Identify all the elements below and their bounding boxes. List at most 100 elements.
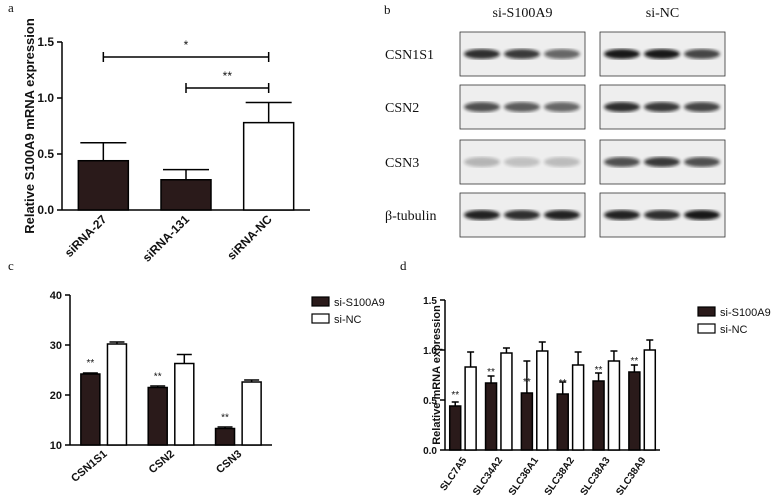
blot-band [504, 102, 540, 112]
blot-band [464, 157, 500, 167]
blot-band [464, 49, 500, 59]
significance: ** [451, 390, 459, 401]
bar [643, 349, 657, 451]
significance: ** [223, 69, 233, 83]
row-label: CSN3 [385, 156, 419, 171]
significance: ** [559, 378, 567, 389]
blot-band [504, 49, 540, 59]
x-tick-label: CSN3 [214, 448, 244, 476]
blot-band [644, 102, 680, 112]
bar [80, 373, 101, 446]
y-tick-label: 30 [50, 340, 62, 352]
significance: ** [86, 358, 94, 369]
blot-band [604, 210, 640, 220]
blot-band [684, 157, 720, 167]
y-tick-label: 10 [50, 440, 62, 452]
y-tick-label: 40 [50, 290, 62, 302]
blot-band [644, 210, 680, 220]
bar [242, 121, 295, 211]
bar [106, 343, 128, 446]
x-tick-label: siRNA-27 [62, 212, 110, 260]
column-label: si-S100A9 [493, 6, 553, 21]
y-axis-label: Relative S100A9 mRNA expression [22, 18, 37, 234]
legend-swatch [697, 323, 716, 334]
blot-band [504, 157, 540, 167]
bar [571, 364, 585, 451]
blot-band [544, 210, 580, 220]
x-tick-label: SLC38A9 [614, 455, 648, 497]
bar [77, 159, 130, 211]
blot-band [544, 49, 580, 59]
y-tick-label: 1.0 [37, 91, 54, 105]
blot-band [604, 157, 640, 167]
bar [607, 360, 621, 451]
x-tick-label: CSN2 [147, 448, 177, 476]
bar [592, 380, 605, 451]
blot-band [604, 49, 640, 59]
legend-label: si-S100A9 [720, 307, 771, 319]
x-tick-label: SLC34A2 [471, 455, 505, 497]
significance: ** [595, 365, 603, 376]
bar [147, 386, 168, 446]
blot-band [684, 210, 720, 220]
y-tick-label: 0.5 [37, 147, 54, 161]
blot-band [644, 49, 680, 59]
column-label: si-NC [646, 6, 679, 21]
x-tick-label: siRNA-NC [224, 212, 275, 263]
significance-bracket [185, 83, 270, 93]
significance: ** [221, 413, 229, 424]
legend-swatch [311, 313, 330, 324]
blot-band [644, 157, 680, 167]
row-label: β-tubulin [385, 209, 436, 224]
blot-band [464, 210, 500, 220]
y-tick-label: 0.0 [423, 446, 437, 457]
bar [628, 371, 641, 451]
x-tick-label: SLC7A5 [438, 455, 469, 493]
panel-label: d [400, 258, 407, 273]
bar [464, 366, 477, 451]
y-tick-label: 0.5 [423, 396, 437, 407]
blot-band [544, 102, 580, 112]
significance: ** [487, 367, 495, 378]
legend-label: si-S100A9 [334, 297, 385, 309]
x-tick-label: SLC36A1 [507, 455, 541, 497]
blot-band [684, 102, 720, 112]
x-tick-label: SLC38A2 [543, 455, 577, 497]
significance: * [184, 38, 189, 52]
panel-label: b [384, 2, 391, 17]
significance: ** [523, 377, 531, 388]
blot-band [604, 102, 640, 112]
significance: ** [154, 372, 162, 383]
legend-label: si-NC [334, 314, 362, 326]
legend-swatch [311, 296, 330, 307]
x-tick-label: CSN1S1 [69, 448, 109, 485]
panel-label: c [8, 258, 14, 273]
bar [174, 362, 195, 446]
blot-band [684, 49, 720, 59]
bar [484, 382, 498, 451]
y-tick-label: 1.5 [423, 296, 437, 307]
x-tick-label: siRNA-131 [140, 212, 193, 265]
row-label: CSN1S1 [385, 48, 434, 63]
bar [241, 381, 262, 446]
bar [448, 405, 462, 451]
y-tick-label: 20 [50, 390, 62, 402]
bar [520, 392, 534, 451]
bar [536, 350, 549, 451]
blot-band [544, 157, 580, 167]
legend-swatch [697, 306, 716, 317]
y-tick-label: 0.0 [37, 203, 54, 217]
bar [556, 393, 569, 451]
significance: ** [630, 356, 638, 367]
panel-label: a [8, 0, 14, 15]
y-tick-label: 1.0 [423, 346, 437, 357]
y-axis-label: Relative mRNA expression [431, 305, 443, 445]
significance-bracket [102, 52, 270, 62]
bar [160, 179, 212, 211]
legend-label: si-NC [720, 324, 748, 336]
x-tick-label: SLC38A3 [579, 455, 613, 497]
y-tick-label: 1.5 [37, 35, 54, 49]
bar [500, 352, 513, 451]
row-label: CSN2 [385, 101, 419, 116]
